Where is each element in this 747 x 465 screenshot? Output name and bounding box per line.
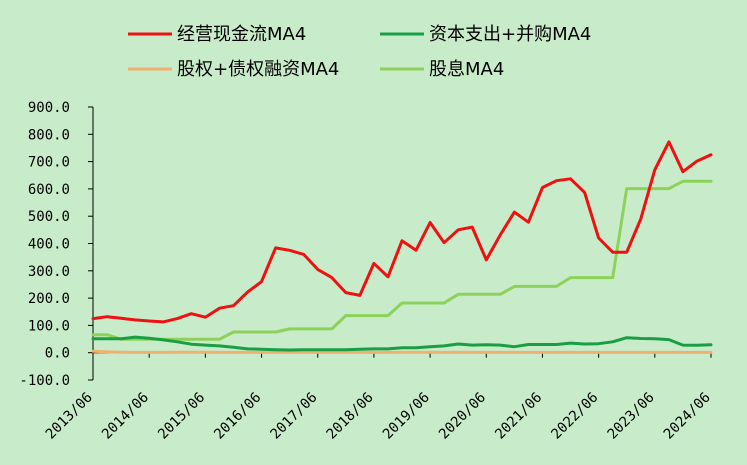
y-tick-label: -100.0 bbox=[19, 373, 70, 389]
y-tick-label: 700.0 bbox=[28, 155, 70, 171]
legend: 经营现金流MA4 资本支出+并购MA4 股权+债权融资MA4 股息MA4 bbox=[128, 24, 591, 80]
y-tick-label: 0.0 bbox=[45, 346, 70, 362]
series-line-3 bbox=[91, 179, 713, 341]
y-tick-label: 800.0 bbox=[28, 127, 70, 143]
series-line-2 bbox=[91, 349, 713, 354]
series-line-0 bbox=[91, 140, 713, 324]
legend-label-3: 股息MA4 bbox=[429, 59, 504, 80]
y-tick-label: 400.0 bbox=[28, 237, 70, 253]
y-tick-label: 100.0 bbox=[28, 318, 70, 334]
y-tick-label: 200.0 bbox=[28, 291, 70, 307]
y-tick-label: 900.0 bbox=[28, 100, 70, 116]
series-line-1 bbox=[91, 335, 713, 352]
y-tick-label: 300.0 bbox=[28, 264, 70, 280]
legend-label-1: 资本支出+并购MA4 bbox=[429, 24, 591, 45]
series-layer bbox=[91, 140, 713, 354]
y-tick-label: 600.0 bbox=[28, 182, 70, 198]
legend-label-2: 股权+债权融资MA4 bbox=[177, 59, 339, 80]
legend-label-0: 经营现金流MA4 bbox=[177, 24, 306, 45]
y-tick-label: 500.0 bbox=[28, 209, 70, 225]
